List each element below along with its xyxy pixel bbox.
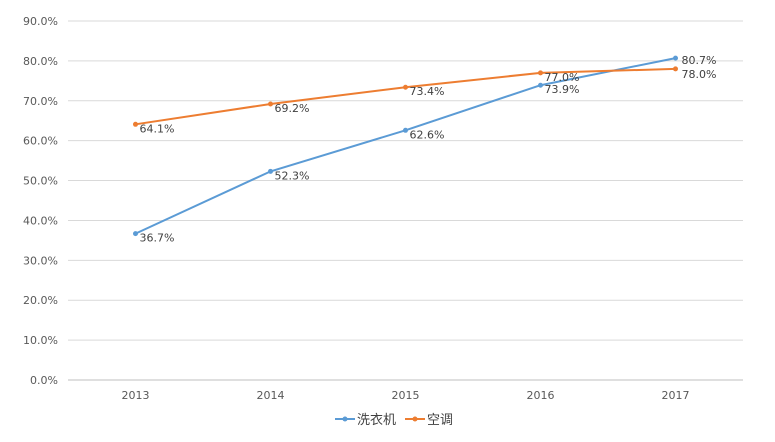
series-washing-machine: 36.7% 52.3% 62.6% 73.9% 80.7% [133, 54, 716, 245]
series-group: 36.7% 52.3% 62.6% 73.9% 80.7% 64.1% 69.2% 73.4%… [133, 54, 716, 245]
data-label: 78.0% [682, 68, 717, 81]
legend-marker [412, 416, 418, 422]
y-tick-label: 60.0% [23, 135, 58, 148]
data-point [403, 127, 408, 133]
data-label: 64.1% [140, 122, 175, 135]
legend-marker [342, 416, 348, 422]
data-label: 69.2% [275, 102, 310, 115]
y-tick-label: 80.0% [23, 55, 58, 68]
data-point [538, 70, 543, 76]
data-point [538, 82, 543, 88]
x-axis-ticks: 2013 2014 2015 2016 2017 [122, 389, 690, 402]
y-tick-label: 10.0% [23, 334, 58, 347]
legend-item: 空调 [405, 413, 453, 428]
legend-label: 空调 [427, 413, 453, 428]
legend: 洗衣机 空调 [335, 412, 453, 428]
legend-label: 洗衣机 [357, 412, 396, 428]
x-tick-label: 2015 [392, 389, 420, 402]
data-label: 73.9% [545, 83, 580, 96]
y-tick-label: 40.0% [23, 214, 58, 227]
series-line [135, 57, 676, 235]
y-tick-label: 70.0% [23, 95, 58, 108]
y-tick-label: 0.0% [30, 374, 58, 387]
series-air-conditioner: 64.1% 69.2% 73.4% 77.0% 78.0% [133, 66, 716, 135]
data-point [403, 84, 408, 90]
y-tick-label: 30.0% [23, 254, 58, 267]
x-tick-label: 2014 [257, 389, 285, 402]
y-tick-label: 20.0% [23, 294, 58, 307]
x-tick-label: 2017 [662, 389, 690, 402]
data-point [133, 231, 138, 237]
data-label: 52.3% [275, 169, 310, 182]
y-tick-label: 90.0% [23, 15, 58, 28]
data-point [268, 168, 273, 174]
data-label: 73.4% [410, 85, 445, 98]
data-point [268, 101, 273, 107]
data-point [133, 121, 138, 127]
x-tick-label: 2013 [122, 389, 150, 402]
y-axis-ticks: 0.0% 10.0% 20.0% 30.0% 40.0% 50.0% 60.0% 70.0% 8… [23, 15, 58, 387]
legend-item: 洗衣机 [335, 412, 396, 428]
data-point [673, 55, 678, 61]
x-tick-label: 2016 [527, 389, 555, 402]
data-label: 62.6% [410, 128, 445, 141]
series-line [135, 67, 676, 126]
data-point [673, 66, 678, 72]
grid-lines [68, 20, 743, 381]
y-tick-label: 50.0% [23, 175, 58, 188]
data-label: 80.7% [682, 54, 717, 67]
data-label: 77.0% [545, 71, 580, 84]
data-label: 36.7% [140, 232, 175, 245]
